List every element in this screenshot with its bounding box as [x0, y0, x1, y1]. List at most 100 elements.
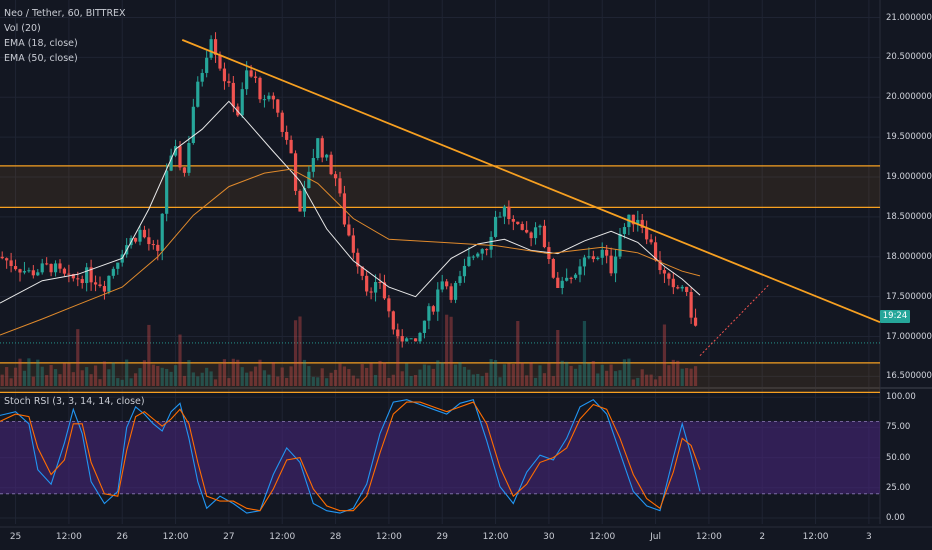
- candle-body: [302, 187, 307, 212]
- volume-bar: [560, 360, 564, 386]
- volume-bar: [667, 365, 671, 386]
- volume-bar: [142, 360, 147, 386]
- time-tick-label: 28: [329, 532, 342, 542]
- candle: [622, 223, 627, 239]
- candle: [467, 247, 471, 268]
- volume-bar: [280, 367, 284, 386]
- candle: [378, 273, 382, 289]
- candle-body: [502, 206, 507, 217]
- candle-body: [636, 219, 640, 225]
- candle-body: [258, 77, 262, 100]
- candle: [640, 213, 644, 234]
- ema50-line: [0, 168, 701, 336]
- volume-bar: [307, 366, 311, 386]
- candle: [578, 259, 582, 283]
- volume-bar: [422, 364, 427, 386]
- candle: [587, 247, 591, 260]
- candle: [533, 222, 538, 245]
- volume-bar: [285, 377, 289, 386]
- volume-bar: [391, 374, 395, 386]
- candle-body: [676, 287, 680, 289]
- volume-bar: [649, 374, 653, 386]
- candle: [445, 279, 449, 290]
- candle-body: [378, 282, 382, 284]
- volume-bar: [360, 364, 364, 386]
- candle-body: [525, 229, 529, 233]
- ema18-legend[interactable]: EMA (18, close): [4, 38, 78, 49]
- candle-body: [5, 258, 9, 261]
- volume-bar: [107, 369, 111, 386]
- candle: [560, 276, 564, 295]
- trendlines[interactable]: [181, 39, 881, 357]
- candle: [591, 250, 595, 263]
- candle-body: [342, 193, 347, 225]
- candle: [573, 273, 578, 280]
- time-tick-label: 29: [436, 532, 448, 542]
- candle-body: [436, 289, 440, 312]
- candle-body: [240, 89, 244, 116]
- candle: [222, 62, 227, 90]
- chart-legend: Neo / Tether, 60, BITTREX Vol (20) EMA (…: [4, 6, 126, 66]
- volume-bar: [551, 376, 555, 386]
- vol-legend[interactable]: Vol (20): [4, 23, 41, 34]
- candle-body: [476, 253, 480, 257]
- volume-bar: [507, 363, 511, 386]
- ema50-legend[interactable]: EMA (50, close): [4, 53, 78, 64]
- candle: [253, 71, 258, 83]
- candle: [9, 252, 13, 273]
- candle-body: [160, 213, 164, 251]
- candle: [151, 240, 155, 250]
- candle-body: [280, 112, 284, 132]
- candle-body: [169, 155, 173, 171]
- stoch-rsi-legend[interactable]: Stoch RSI (3, 3, 14, 14, close): [4, 396, 145, 407]
- projection-line: [699, 284, 770, 357]
- volume-bar: [222, 359, 227, 386]
- candle: [609, 247, 613, 277]
- volume-bar: [600, 364, 604, 386]
- candle: [347, 216, 351, 237]
- volume-bar: [27, 358, 31, 386]
- volume-bar: [645, 374, 649, 386]
- candle: [89, 259, 93, 291]
- time-tick-label: 27: [223, 532, 235, 542]
- candle: [165, 163, 169, 222]
- candle: [627, 214, 631, 236]
- candle-body: [222, 68, 227, 82]
- candle-body: [271, 95, 275, 100]
- candle: [502, 204, 507, 225]
- volume-bar: [205, 367, 209, 386]
- candle-body: [662, 270, 667, 274]
- candlesticks[interactable]: [0, 32, 698, 348]
- volume-bar: [458, 362, 462, 386]
- candle-body: [360, 266, 364, 276]
- rsi-tick-label: 50.00: [886, 452, 911, 463]
- price-tick-label: 18.50000000: [886, 211, 932, 222]
- price-tick-label: 19.00000000: [886, 172, 932, 183]
- volume-bar: [471, 374, 475, 386]
- candle-body: [556, 277, 560, 289]
- symbol-title[interactable]: Neo / Tether, 60, BITTREX: [4, 8, 126, 19]
- volume-bar: [320, 368, 324, 386]
- candle: [365, 271, 369, 296]
- candle-body: [267, 95, 271, 100]
- candle: [293, 150, 298, 196]
- volume-bar: [302, 359, 307, 386]
- candle: [471, 255, 475, 261]
- candle: [27, 267, 31, 273]
- price-tick-label: 19.50000000: [886, 132, 932, 143]
- candle-body: [329, 154, 333, 175]
- volume-bar: [693, 366, 698, 386]
- candle-body: [471, 256, 475, 258]
- candle: [107, 275, 111, 295]
- candle-body: [565, 277, 569, 281]
- last-price-badge: 19:24: [880, 310, 910, 323]
- candle-body: [569, 277, 573, 279]
- volume-bar: [200, 372, 204, 386]
- candle-body: [49, 263, 53, 273]
- volume-bar: [418, 369, 422, 386]
- candle: [569, 276, 573, 284]
- candle-body: [600, 249, 604, 258]
- volume-bar: [565, 361, 569, 386]
- candle-body: [138, 229, 142, 242]
